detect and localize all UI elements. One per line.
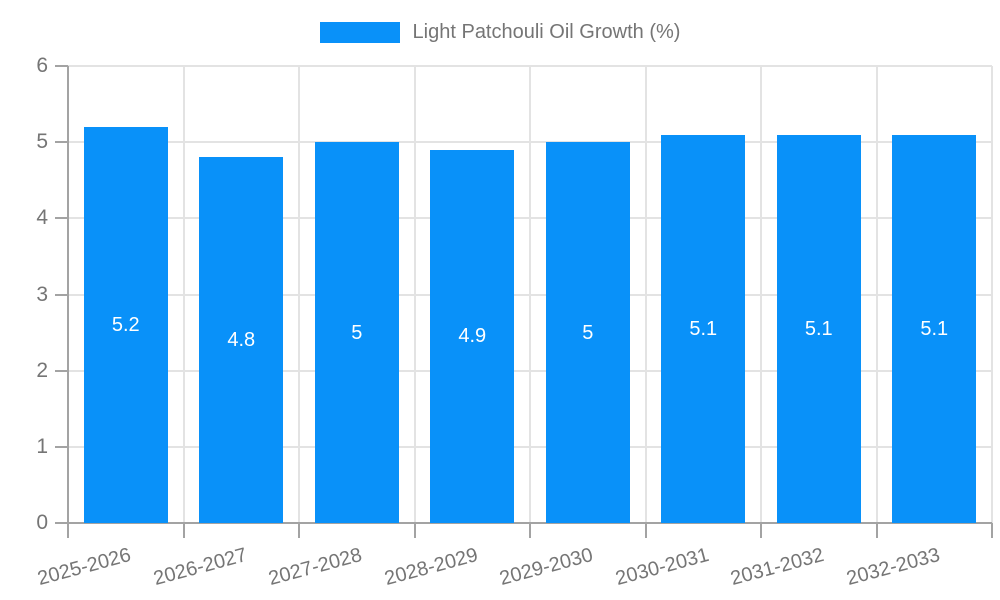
bar[interactable] xyxy=(661,134,746,523)
x-axis-tick-mark xyxy=(298,523,300,538)
gridline-vertical xyxy=(413,66,416,523)
legend-label: Light Patchouli Oil Growth (%) xyxy=(412,21,681,43)
x-axis-tick-mark xyxy=(875,523,878,538)
x-axis-tick-mark xyxy=(529,523,531,538)
x-axis-tick-label: 2026-2027 xyxy=(150,544,249,591)
y-axis-tick-label: 6 xyxy=(36,54,48,77)
x-axis-tick-label: 2032-2033 xyxy=(843,544,942,591)
x-axis-tick-mark xyxy=(182,523,185,538)
y-axis-tick-mark xyxy=(55,65,68,67)
y-axis-tick-label: 1 xyxy=(36,434,48,458)
x-axis-tick-label: 2030-2031 xyxy=(612,544,711,591)
y-axis-tick-label: 5 xyxy=(36,130,48,154)
bar[interactable] xyxy=(776,134,861,523)
x-axis-tick-mark xyxy=(991,523,993,538)
x-axis-tick-mark xyxy=(644,523,647,538)
gridline-vertical xyxy=(529,66,531,523)
y-axis-line xyxy=(67,66,69,523)
legend-swatch xyxy=(319,21,400,43)
gridline-horizontal xyxy=(68,65,992,67)
x-axis-tick-label: 2029-2030 xyxy=(497,544,596,591)
x-axis-line xyxy=(68,522,992,524)
y-axis-tick-label: 3 xyxy=(36,282,48,306)
gridline-vertical xyxy=(875,66,878,523)
y-axis-tick-mark xyxy=(55,293,68,296)
gridline-vertical xyxy=(182,66,185,523)
bar[interactable] xyxy=(83,126,168,523)
x-axis-tick-label: 2027-2028 xyxy=(266,544,365,591)
x-axis-tick-mark xyxy=(760,523,762,538)
x-axis-tick-mark xyxy=(67,523,69,538)
bar[interactable] xyxy=(314,142,399,523)
y-axis-tick-mark xyxy=(55,141,68,144)
bar[interactable] xyxy=(892,134,977,523)
y-axis-tick-mark xyxy=(55,217,68,220)
x-axis-tick-label: 2031-2032 xyxy=(728,544,827,591)
x-axis-tick-label: 2028-2029 xyxy=(381,544,480,591)
gridline-vertical xyxy=(298,66,300,523)
bar[interactable] xyxy=(430,149,515,523)
y-axis-tick-mark xyxy=(55,522,68,524)
gridline-vertical xyxy=(991,66,993,523)
y-axis-tick-label: 2 xyxy=(36,358,48,382)
x-axis-tick-mark xyxy=(413,523,416,538)
gridline-vertical xyxy=(760,66,762,523)
y-axis-tick-label: 0 xyxy=(36,511,48,534)
legend-item[interactable]: Light Patchouli Oil Growth (%) xyxy=(0,21,1000,43)
bar[interactable] xyxy=(199,157,284,523)
gridline-vertical xyxy=(644,66,647,523)
y-axis-tick-mark xyxy=(55,445,68,448)
y-axis-tick-label: 4 xyxy=(36,206,48,230)
y-axis-tick-mark xyxy=(55,369,68,372)
bar[interactable] xyxy=(545,142,630,523)
x-axis-tick-label: 2025-2026 xyxy=(35,544,134,591)
